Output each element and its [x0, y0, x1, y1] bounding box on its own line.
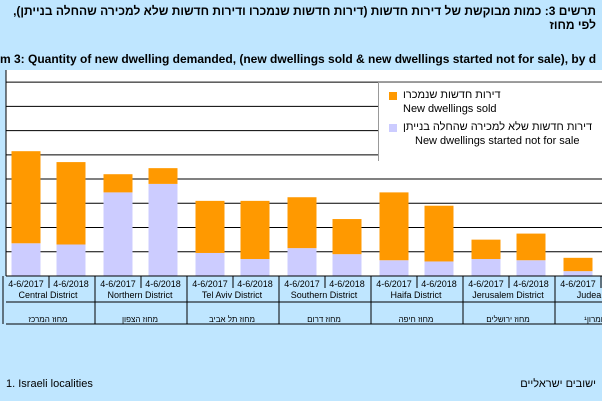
x-tick-label: 4-6/2017 [468, 279, 504, 289]
x-tick-label: 4-6/2018 [53, 279, 89, 289]
legend-item-sold: דירות חדשות שנמכרו New dwellings sold [389, 89, 602, 119]
bar-sold [287, 197, 317, 249]
bar-sold [11, 151, 41, 244]
group-label-he: והשומרון¹ [584, 315, 602, 324]
legend-swatch-sold [389, 92, 397, 100]
group-label-en: Jerusalem District [472, 290, 544, 300]
group-label-he: מחוז תל אביב [209, 315, 255, 324]
bar-started-not-for-sale [287, 248, 317, 276]
legend-label-started-en: New dwellings started not for sale [415, 135, 580, 147]
x-tick-label: 4-6/2018 [145, 279, 181, 289]
x-tick-label: 4-6/2018 [329, 279, 365, 289]
chart-title-hebrew: תרשים 3: כמות מבוקשת של דירות חדשות (דיר… [13, 4, 596, 32]
bar-sold [379, 192, 409, 261]
bar-started-not-for-sale [148, 183, 178, 276]
bar-started-not-for-sale [56, 244, 86, 276]
bar-started-not-for-sale [332, 254, 362, 276]
bar-started-not-for-sale [379, 260, 409, 276]
bar-started-not-for-sale [11, 243, 41, 276]
bar-started-not-for-sale [516, 260, 546, 276]
group-label-en: Tel Aviv District [202, 290, 263, 300]
footnote-english: 1. Israeli localities [6, 378, 93, 390]
bar-started-not-for-sale [424, 261, 454, 276]
group-label-en: Northern District [107, 290, 173, 300]
x-tick-label: 4-6/2017 [100, 279, 136, 289]
bar-started-not-for-sale [471, 259, 501, 276]
bar-sold [240, 200, 270, 260]
group-label-he: מחוז המרכז [28, 315, 67, 324]
group-label-en: Southern District [291, 290, 358, 300]
group-label-en: Judea & Sa [577, 290, 602, 300]
x-tick-label: 4-6/2018 [513, 279, 549, 289]
group-label-he: מחוז ירושלים [486, 315, 530, 324]
legend-item-started: דירות חדשות שלא למכירה שהחלה בנייתן New … [389, 121, 602, 151]
bar-sold [103, 174, 133, 193]
bar-sold [148, 168, 178, 184]
x-tick-label: 4-6/2017 [376, 279, 412, 289]
bar-sold [563, 257, 593, 272]
chart-title-english: m 3: Quantity of new dwelling demanded, … [0, 52, 597, 66]
x-tick-label: 4-6/2018 [421, 279, 457, 289]
footnote-hebrew: ישובים ישראליים [520, 378, 596, 390]
legend-label-started-he: דירות חדשות שלא למכירה שהחלה בנייתן [403, 121, 593, 133]
x-tick-label: 4-6/2017 [8, 279, 44, 289]
group-label-he: מחוז דרום [307, 315, 341, 324]
group-label-en: Central District [18, 290, 78, 300]
x-tick-label: 4-6/2017 [560, 279, 596, 289]
legend-swatch-started [389, 124, 397, 132]
x-tick-label: 4-6/2018 [237, 279, 273, 289]
chart-legend: דירות חדשות שנמכרו New dwellings sold די… [378, 82, 602, 161]
legend-label-sold-he: דירות חדשות שנמכרו [403, 89, 501, 101]
group-label-en: Haifa District [390, 290, 442, 300]
bar-sold [471, 239, 501, 260]
bar-started-not-for-sale [195, 252, 225, 276]
bar-sold [516, 233, 546, 261]
bar-started-not-for-sale [240, 259, 270, 276]
bar-started-not-for-sale [103, 192, 133, 276]
legend-label-sold-en: New dwellings sold [403, 103, 497, 115]
bar-sold [332, 219, 362, 255]
bar-sold [424, 205, 454, 262]
x-tick-label: 4-6/2017 [284, 279, 320, 289]
bar-sold [195, 200, 225, 253]
group-label-he: מחוז הצפון [122, 315, 158, 324]
group-label-he: מחוז חיפה [399, 315, 434, 324]
bar-started-not-for-sale [563, 271, 593, 276]
x-tick-label: 4-6/2017 [192, 279, 228, 289]
bar-sold [56, 162, 86, 245]
